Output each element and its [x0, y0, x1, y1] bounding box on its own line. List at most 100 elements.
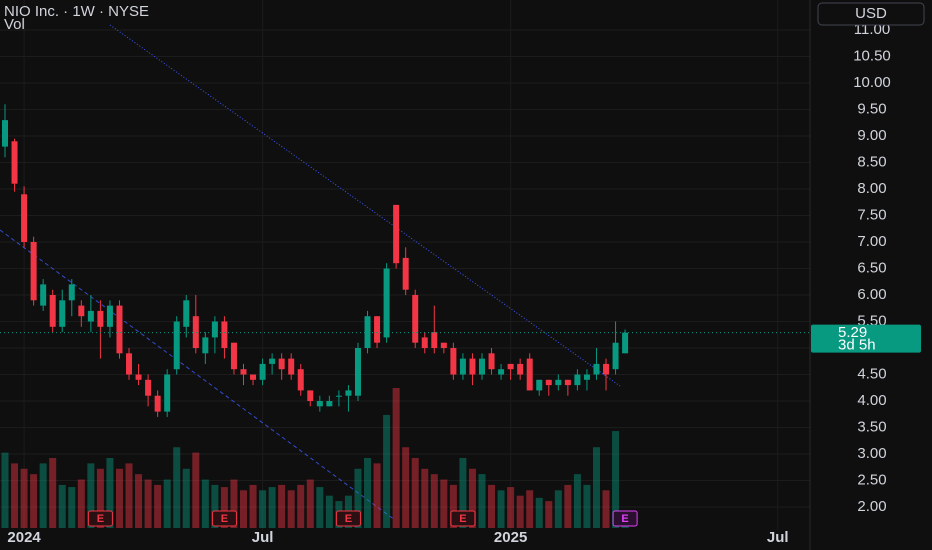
volume-bar [545, 501, 553, 528]
volume-bar [526, 490, 534, 528]
y-tick-label: 6.00 [857, 286, 886, 303]
candle-body [564, 379, 571, 386]
earnings-label: E [345, 513, 352, 525]
candle-body [126, 353, 133, 375]
candle-body [583, 374, 590, 380]
currency-label[interactable]: USD [855, 5, 887, 22]
volume-bar [173, 447, 181, 528]
trend-line [0, 229, 396, 521]
volume-bar [278, 484, 286, 528]
x-tick-label: 2025 [494, 529, 527, 546]
candle-body [536, 379, 543, 391]
earnings-marker[interactable] [450, 510, 476, 527]
volume-bar [354, 468, 362, 528]
candle-body [364, 316, 371, 349]
candle-body [59, 300, 66, 327]
volume-bar [144, 479, 152, 528]
volume-bar [49, 458, 57, 528]
candle-body [374, 316, 381, 343]
volume-bar [287, 490, 295, 528]
candle-body [221, 321, 228, 349]
volume-bar [564, 484, 572, 528]
earnings-label: E [621, 513, 628, 525]
candle-body [97, 310, 104, 327]
candle-body [498, 369, 505, 375]
candle-body [278, 358, 285, 370]
candle-body [574, 374, 581, 386]
volume-bar [449, 484, 457, 528]
volume-bar [11, 463, 19, 528]
earnings-label: E [221, 513, 228, 525]
y-tick-label: 10.50 [853, 47, 891, 64]
candle-body [173, 321, 180, 370]
candle-body [622, 332, 629, 354]
candle-body [30, 242, 37, 301]
volume-bar [1, 452, 9, 528]
candle-body [335, 395, 342, 397]
earnings-marker[interactable] [211, 510, 237, 527]
y-tick-label: 7.50 [857, 206, 886, 223]
volume-bar [20, 468, 28, 528]
candle-body [269, 358, 276, 364]
y-tick-label: 9.00 [857, 127, 886, 144]
volume-bar [96, 468, 104, 528]
volume-bar [430, 474, 438, 528]
chart-title: NIO Inc. · 1W · NYSE [4, 3, 149, 20]
volume-bar [192, 452, 200, 528]
volume-bar [468, 468, 476, 528]
volume-bar [612, 431, 620, 528]
volume-bar [411, 458, 419, 528]
volume-bar [325, 495, 333, 528]
candle-body [402, 257, 409, 290]
y-tick-label: 7.00 [857, 233, 886, 250]
y-tick-label: 4.00 [857, 392, 886, 409]
volume-bar [30, 474, 38, 528]
candle-body [154, 395, 161, 412]
volume-bar [201, 479, 209, 528]
candle-body [78, 305, 85, 317]
y-tick-label: 2.00 [857, 498, 886, 515]
countdown-label: 3d 5h [838, 337, 876, 354]
candle-body [545, 379, 552, 386]
last-price-box [811, 324, 921, 353]
candle-body [354, 348, 361, 396]
volume-bar [497, 490, 505, 528]
volume-bar [364, 458, 372, 528]
candle-body [2, 120, 8, 147]
candle-body [326, 401, 333, 407]
y-tick-label: 6.50 [857, 259, 886, 276]
volume-bar [220, 487, 228, 528]
candle-body [288, 358, 295, 375]
currency-button[interactable] [817, 2, 925, 26]
candle-body [488, 353, 495, 370]
volume-bar [58, 484, 66, 528]
earnings-marker[interactable] [335, 510, 361, 527]
volume-bar [249, 484, 257, 528]
candle-body [383, 268, 390, 338]
volume-bar [125, 463, 133, 528]
candle-body [421, 337, 428, 349]
volume-bar [87, 463, 95, 528]
candle-body [450, 348, 457, 375]
candle-body [526, 358, 533, 391]
volume-bar [535, 497, 543, 528]
candle-body [593, 363, 600, 375]
candle-body [240, 369, 247, 375]
earnings-marker[interactable] [87, 510, 113, 527]
candle-body [345, 390, 352, 396]
candle-body [412, 295, 419, 343]
volume-bar [402, 447, 410, 528]
volume-bar [259, 490, 267, 528]
volume-bar [268, 487, 276, 528]
candle-body [11, 141, 18, 184]
candle-body [68, 284, 75, 301]
candle-body [192, 316, 199, 349]
volume-bar [592, 447, 600, 528]
volume-bar [163, 479, 171, 528]
volume-bar [478, 474, 486, 528]
earnings-marker[interactable] [612, 510, 638, 527]
y-tick-label: 8.00 [857, 180, 886, 197]
volume-bar [602, 490, 610, 528]
candle-body [250, 374, 257, 380]
